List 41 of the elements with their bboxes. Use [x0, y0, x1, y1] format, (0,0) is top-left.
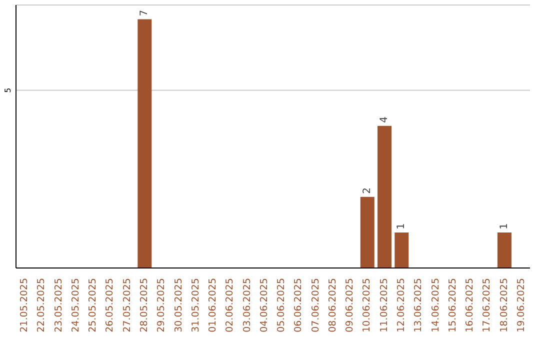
bar — [378, 126, 392, 268]
bar — [138, 19, 152, 268]
data-label: 1 — [396, 223, 408, 230]
x-tick-label: 28.05.2025 — [139, 278, 150, 332]
x-tick-label: 30.05.2025 — [173, 278, 184, 332]
x-tick-label: 02.06.2025 — [224, 278, 236, 332]
x-tick-label: 12.06.2025 — [396, 278, 407, 332]
x-tick-label: 22.05.2025 — [36, 278, 48, 332]
data-label: 4 — [379, 116, 390, 123]
x-tick-label: 17.06.2025 — [482, 278, 493, 332]
x-tick-label: 13.06.2025 — [413, 278, 424, 332]
x-tick-label: 14.06.2025 — [430, 278, 442, 332]
bar — [394, 232, 409, 268]
x-tick-label: 26.05.2025 — [104, 278, 116, 332]
x-tick-label: 31.05.2025 — [190, 278, 202, 332]
x-tick-label: 01.06.2025 — [208, 278, 219, 332]
x-tick-label: 06.06.2025 — [293, 278, 304, 332]
x-tick-label: 08.06.2025 — [327, 278, 338, 332]
data-label: 2 — [362, 188, 373, 194]
bar — [360, 196, 374, 268]
x-tick-label: 10.06.2025 — [362, 278, 373, 332]
x-tick-label: 18.06.2025 — [498, 278, 510, 332]
x-tick-label: 19.06.2025 — [516, 278, 527, 332]
x-tick-label: 25.05.2025 — [88, 278, 99, 332]
x-tick-label: 15.06.2025 — [447, 278, 458, 332]
x-tick-label: 11.06.2025 — [378, 278, 390, 332]
x-tick-label: 05.06.2025 — [276, 278, 288, 332]
x-tick-label: 16.06.2025 — [464, 278, 476, 332]
x-tick-label: 24.05.2025 — [70, 278, 82, 332]
bar — [497, 232, 512, 268]
x-tick-label: 03.06.2025 — [242, 278, 253, 332]
y-tick-label: 5 — [4, 88, 12, 93]
x-tick-label: 07.06.2025 — [310, 278, 322, 332]
x-tick-label: 27.05.2025 — [122, 278, 133, 332]
data-label: 1 — [498, 223, 510, 230]
x-tick-label: 29.05.2025 — [156, 278, 168, 332]
x-tick-label: 23.05.2025 — [53, 278, 64, 332]
x-tick-label: 21.05.2025 — [19, 278, 30, 332]
x-tick-label: 04.06.2025 — [258, 278, 270, 332]
data-label: 7 — [139, 10, 150, 16]
x-tick-label: 09.06.2025 — [344, 278, 356, 332]
